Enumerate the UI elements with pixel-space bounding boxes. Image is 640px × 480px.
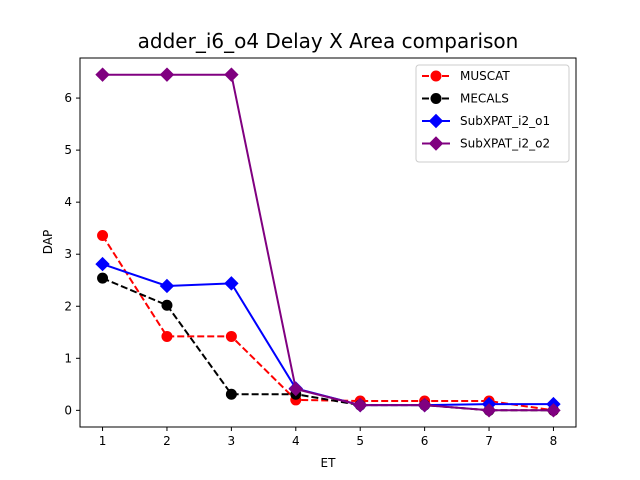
x-tick-label: 7 xyxy=(485,434,493,448)
y-tick-label: 5 xyxy=(64,143,72,157)
plot-frame xyxy=(79,57,577,428)
data-point xyxy=(161,299,173,311)
data-point xyxy=(159,278,175,294)
chart-title: adder_i6_o4 Delay X Area comparison xyxy=(138,29,519,53)
x-tick-label: 4 xyxy=(292,434,300,448)
legend-box xyxy=(415,64,570,163)
x-tick-label: 5 xyxy=(356,434,364,448)
legend-marker xyxy=(428,136,444,151)
y-tick-label: 0 xyxy=(64,403,72,417)
y-tick-label: 2 xyxy=(64,299,72,313)
data-point xyxy=(97,229,109,241)
data-point xyxy=(224,67,239,82)
data-point xyxy=(159,67,175,82)
series-line xyxy=(102,277,554,412)
x-tick-label: 8 xyxy=(550,434,558,448)
data-point xyxy=(353,397,368,413)
x-tick-label: 1 xyxy=(99,434,107,448)
data-point xyxy=(97,272,109,284)
y-tick-label: 1 xyxy=(64,351,72,365)
legend-label: MECALS xyxy=(460,92,509,106)
legend-label: SubXPAT_i2_o2 xyxy=(460,137,550,151)
data-point xyxy=(95,67,110,82)
series-line xyxy=(102,73,554,412)
data-point xyxy=(225,330,237,342)
data-point xyxy=(546,403,561,418)
y-axis-label: DAP xyxy=(41,230,55,254)
data-point xyxy=(95,256,110,272)
legend-marker xyxy=(428,113,444,129)
data-point xyxy=(481,403,497,418)
x-tick-label: 6 xyxy=(421,434,429,448)
series-subxpat-i2-o2 xyxy=(95,67,561,418)
y-tick-label: 3 xyxy=(64,247,72,261)
data-point xyxy=(225,388,237,400)
legend-marker xyxy=(430,93,442,104)
x-axis-label: ET xyxy=(321,456,337,470)
legend-label: SubXPAT_i2_o1 xyxy=(460,114,550,128)
data-point xyxy=(161,330,173,342)
y-tick-label: 6 xyxy=(64,91,72,105)
legend-marker xyxy=(430,70,442,82)
legend-label: MUSCAT xyxy=(460,69,510,83)
data-point xyxy=(417,397,432,413)
x-tick-label: 3 xyxy=(228,434,236,448)
data-point xyxy=(224,276,239,291)
y-tick-label: 4 xyxy=(64,195,72,209)
data-point xyxy=(288,381,303,397)
x-tick-label: 2 xyxy=(163,434,171,448)
